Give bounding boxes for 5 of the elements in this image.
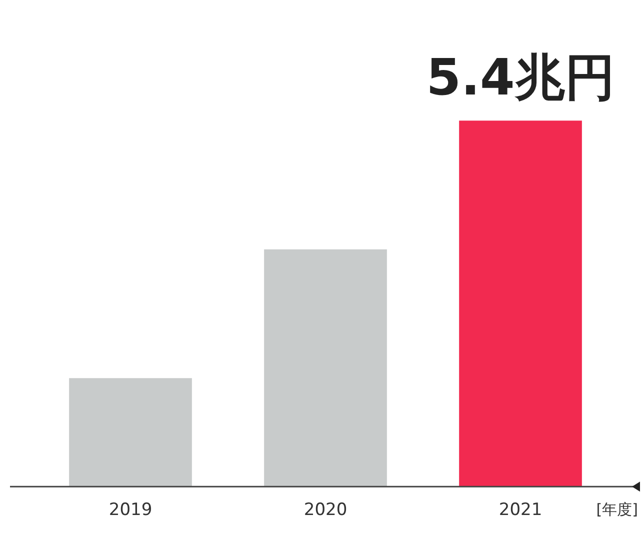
x-axis-title: [年度] (596, 500, 638, 518)
x-tick-label: 2021 (498, 500, 542, 520)
data-label: 5.4兆円 (426, 48, 615, 107)
x-tick-label: 2019 (108, 500, 152, 520)
x-tick-label: 2020 (304, 500, 348, 520)
